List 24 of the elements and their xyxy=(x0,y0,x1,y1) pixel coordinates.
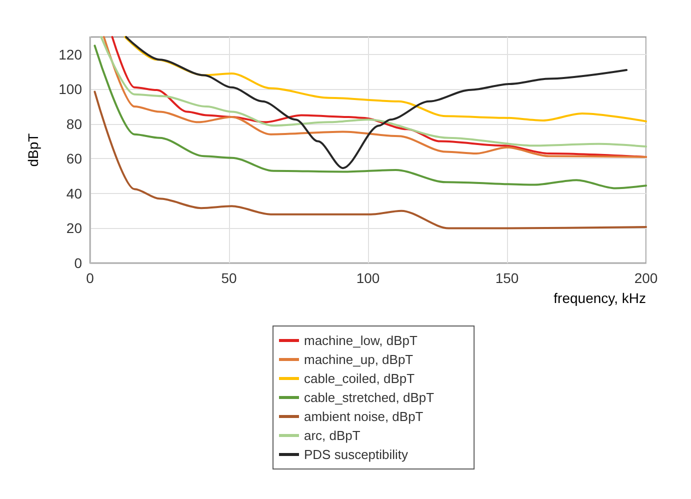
y-axis-title: dBpT xyxy=(25,132,41,167)
y-tick-label: 0 xyxy=(74,255,82,271)
legend-label: PDS susceptibility xyxy=(304,447,409,462)
y-tick-label: 40 xyxy=(66,185,82,202)
x-tick-label: 100 xyxy=(356,270,380,286)
y-tick-label: 20 xyxy=(66,220,82,236)
x-tick-label: 200 xyxy=(634,270,658,286)
legend-label: machine_low, dBpT xyxy=(304,333,418,348)
y-tick-label: 100 xyxy=(58,81,82,98)
legend-label: arc, dBpT xyxy=(304,428,360,443)
x-tick-label: 50 xyxy=(221,270,237,286)
line-series xyxy=(124,36,647,122)
x-tick-label: 0 xyxy=(86,270,94,286)
y-tick-label: 60 xyxy=(66,150,82,167)
x-axis-title: frequency, kHz xyxy=(554,290,646,306)
y-tick-label: 80 xyxy=(66,116,82,132)
x-tick-label: 150 xyxy=(495,270,519,286)
legend-label: machine_up, dBpT xyxy=(304,352,414,367)
legend-label: ambient noise, dBpT xyxy=(304,409,424,424)
line-series xyxy=(94,44,647,190)
y-tick-label: 120 xyxy=(58,46,82,62)
legend-label: cable_coiled, dBpT xyxy=(304,371,415,386)
legend-label: cable_stretched, dBpT xyxy=(304,390,434,405)
line-series xyxy=(94,90,647,230)
